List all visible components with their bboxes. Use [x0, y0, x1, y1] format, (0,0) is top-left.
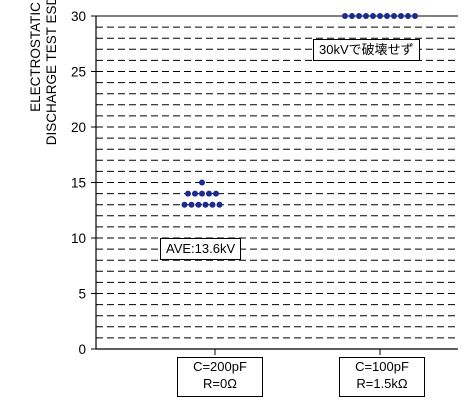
data-point [181, 201, 188, 208]
y-tick-label: 30 [71, 9, 86, 24]
x-category-label-2-line-2: R=1.5kΩ [356, 376, 408, 391]
data-point [202, 201, 209, 208]
data-point [363, 13, 369, 19]
data-point [405, 13, 411, 19]
y-tick-label: 5 [78, 287, 86, 302]
average-annotation: AVE:13.6kV [160, 238, 242, 260]
data-point [209, 201, 216, 208]
data-point [188, 201, 195, 208]
data-point [199, 190, 205, 197]
y-tick-label: 0 [78, 342, 86, 357]
data-point [356, 13, 362, 19]
data-point [216, 201, 223, 208]
y-tick-label: 25 [71, 65, 86, 80]
x-category-label-2-line-1: C=100pF [355, 359, 409, 374]
x-category-label-1-line-1: C=200pF [193, 359, 247, 374]
data-point [349, 13, 355, 19]
data-point [206, 190, 212, 197]
data-point [185, 190, 191, 197]
data-point [195, 201, 202, 208]
y-tick-label: 20 [71, 120, 86, 135]
data-point [342, 13, 348, 19]
y-tick-label: 10 [71, 231, 86, 246]
y-tick-label: 15 [71, 176, 86, 191]
y-axis-title-line-2: DISCHARGE TEST ESD(KV) [44, 0, 59, 146]
x-category-label-1: C=200pF R=0Ω [177, 357, 263, 397]
y-axis-title-line-1: ELECTROSTATIC [28, 2, 43, 112]
x-category-label-2: C=100pF R=1.5kΩ [339, 357, 425, 397]
data-point [370, 13, 376, 19]
data-point [199, 179, 205, 186]
data-point [391, 13, 397, 19]
y-axis-title: ELECTROSTATIC DISCHARGE TEST ESD(KV) [28, 0, 68, 187]
data-point [398, 13, 404, 19]
data-point [377, 13, 383, 19]
x-category-label-1-line-2: R=0Ω [203, 376, 237, 391]
no-breakdown-annotation: 30kVで破壊せず [313, 39, 420, 61]
data-point [384, 13, 390, 19]
data-point [192, 190, 198, 197]
data-point [412, 13, 418, 19]
data-point [213, 190, 219, 197]
